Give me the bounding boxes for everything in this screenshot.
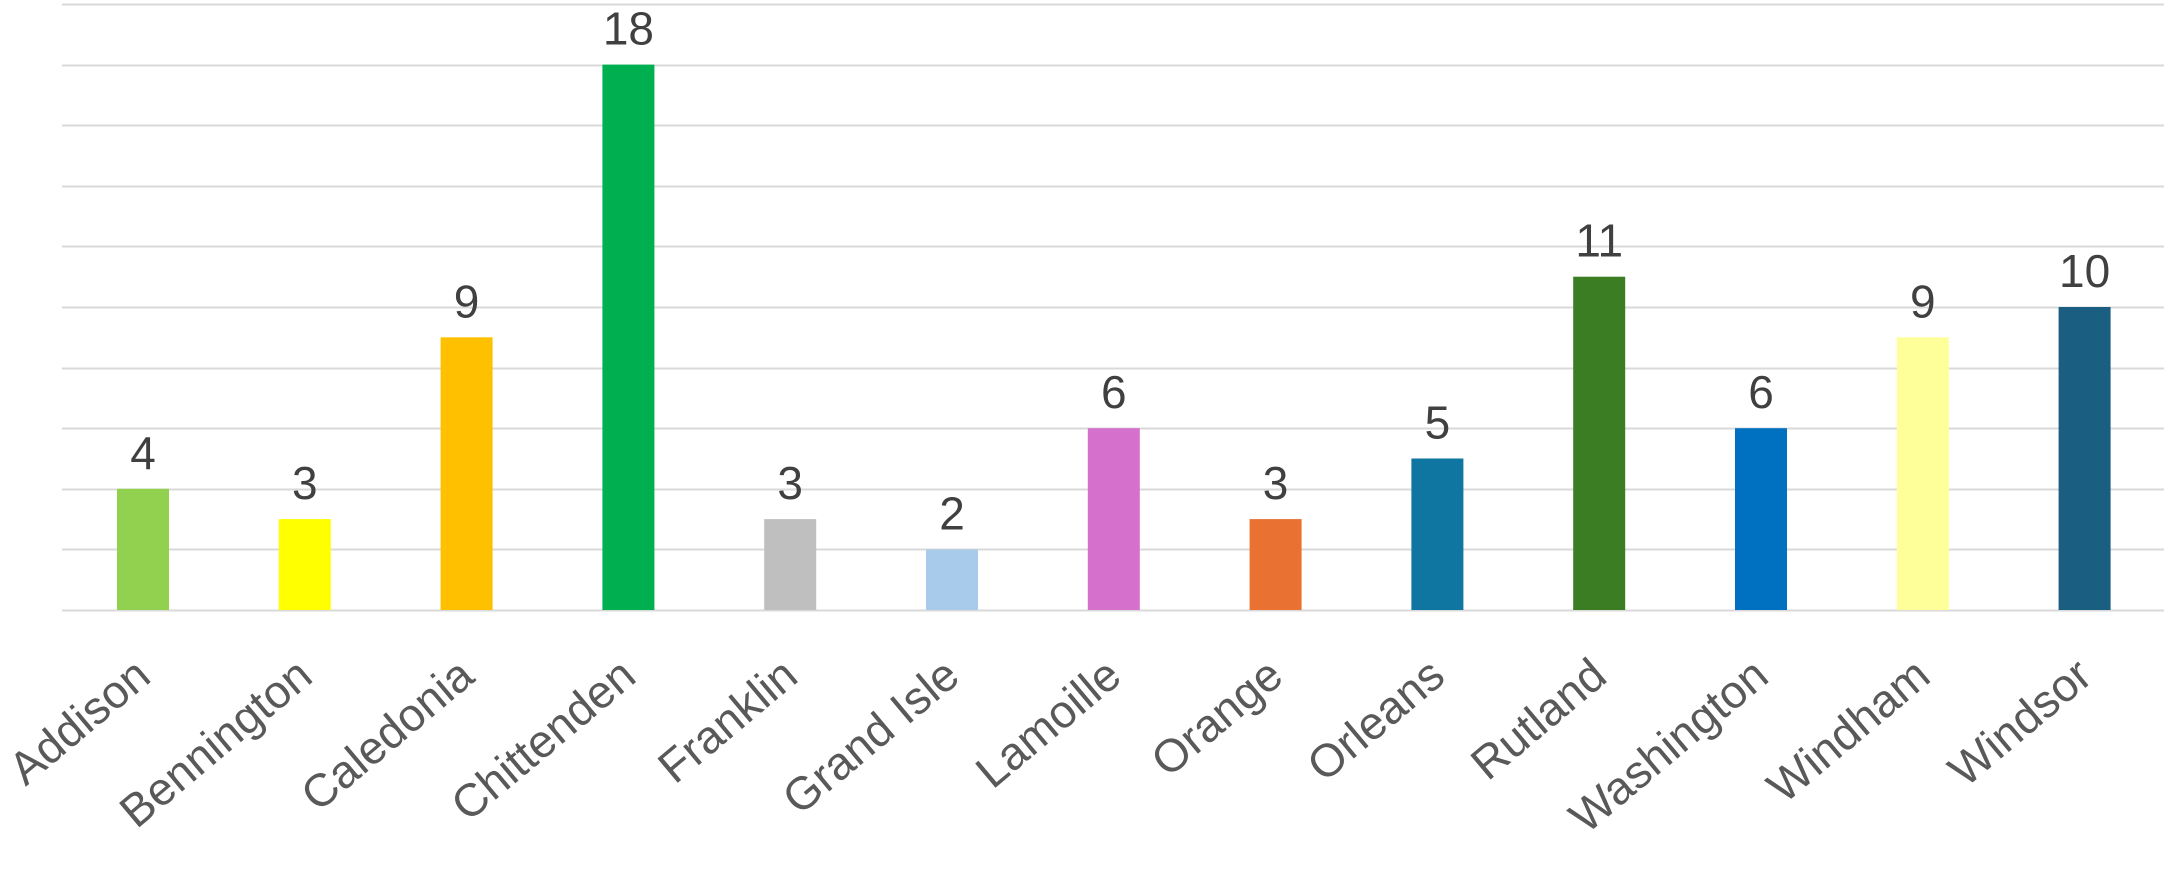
bar-addison [117,488,169,610]
bar-caledonia [440,337,493,610]
data-label: 3 [1263,457,1289,509]
bar-bennington [278,519,331,610]
bar-orleans [1411,458,1464,610]
x-tick-label: Addison [0,648,159,795]
bar-orange [1249,519,1302,610]
data-label: 9 [454,275,480,327]
data-label: 10 [2059,245,2110,297]
data-label: 2 [939,487,965,539]
x-tick-label: Rutland [1461,648,1616,790]
bar-windham [1896,337,1949,610]
data-label: 4 [130,427,156,479]
data-label: 3 [777,457,803,509]
data-label: 9 [1910,275,1936,327]
bars [117,64,2111,611]
x-tick-label: Orleans [1297,648,1454,791]
data-label: 3 [292,457,318,509]
x-tick-label: Lamoille [966,648,1131,798]
data-label: 6 [1748,366,1774,418]
bar-windsor [2058,307,2111,610]
bar-franklin [764,519,817,610]
data-label: 18 [603,3,654,55]
data-label: 5 [1425,397,1451,449]
gridlines [62,3,2164,612]
data-label: 6 [1101,366,1127,418]
x-tick-label: Windsor [1938,648,2101,796]
x-tick-label: Franklin [648,648,807,793]
data-labels: 4 3 9 18 3 2 6 3 5 11 6 9 10 [130,3,2110,540]
bar-rutland [1573,276,1626,610]
bar-chittenden [602,64,655,611]
x-tick-label: Grand Isle [772,648,968,824]
data-label: 11 [1575,215,1623,267]
bar-lamoille [1087,428,1140,610]
x-tick-label: Orange [1141,648,1292,786]
x-tick-label: Windham [1757,648,1939,813]
bar-grand-isle [926,549,978,610]
bar-washington [1735,428,1787,610]
